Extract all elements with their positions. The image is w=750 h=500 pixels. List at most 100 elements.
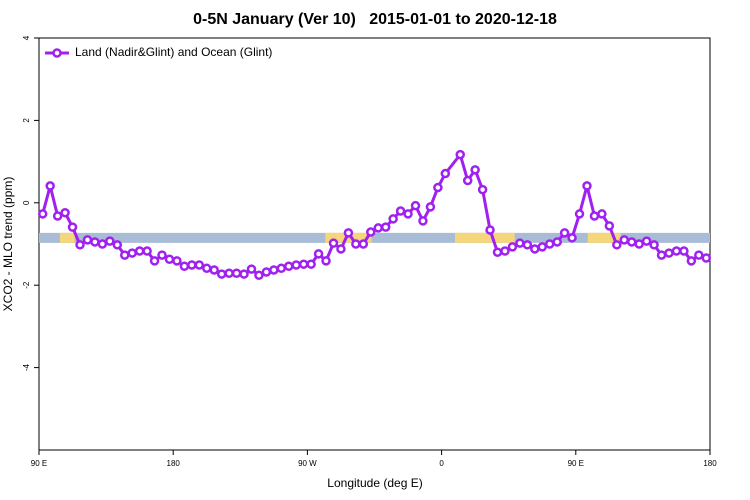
data-point <box>567 233 577 243</box>
plot-frame <box>38 37 711 451</box>
data-point <box>373 223 383 233</box>
data-point <box>119 250 130 260</box>
data-point <box>537 242 547 252</box>
data-point <box>351 239 361 249</box>
data-point <box>187 260 197 270</box>
data-point <box>269 265 279 275</box>
data-point <box>574 209 585 219</box>
data-point <box>134 246 145 256</box>
data-point <box>336 244 346 254</box>
data-point <box>254 270 264 281</box>
data-point <box>425 202 436 212</box>
data-point <box>530 244 540 254</box>
y-tick-label: -2 <box>22 281 31 289</box>
data-point <box>75 240 85 250</box>
data-point <box>142 246 152 256</box>
data-point <box>343 228 354 238</box>
chart-title: 0-5N January (Ver 10) 2015-01-01 to 2020… <box>193 11 557 28</box>
data-point <box>612 240 622 250</box>
data-point <box>455 149 465 160</box>
x-tick-label: 90 E <box>568 459 584 468</box>
data-point <box>641 236 652 246</box>
x-tick-label: 180 <box>167 459 181 468</box>
data-point <box>522 240 533 250</box>
x-tick-label: 90 W <box>298 459 317 468</box>
y-tick-label: 0 <box>22 200 31 205</box>
data-point <box>552 237 562 247</box>
data-point <box>149 256 160 266</box>
data-point <box>82 235 93 245</box>
x-axis-label: Longitude (deg E) <box>327 476 422 490</box>
data-point <box>664 248 674 258</box>
data-point <box>395 206 406 216</box>
data-point <box>470 165 480 175</box>
x-tick-label: 0 <box>439 459 444 468</box>
data-point <box>500 246 510 256</box>
x-tick-label: 180 <box>703 459 717 468</box>
data-point <box>209 265 219 275</box>
surface-band-highlight <box>59 232 75 243</box>
data-point <box>403 209 413 219</box>
data-point <box>157 250 167 260</box>
y-tick-label: 4 <box>22 35 31 40</box>
data-point <box>172 256 182 266</box>
data-point <box>694 250 704 260</box>
data-point <box>589 211 600 221</box>
data-point <box>433 182 443 193</box>
data-point <box>328 238 339 248</box>
data-point <box>619 235 630 245</box>
data-point <box>649 240 659 250</box>
data-point <box>261 267 272 277</box>
data-point <box>313 249 324 259</box>
data-point <box>276 263 287 274</box>
data-point <box>634 239 644 249</box>
legend-marker <box>52 48 62 58</box>
data-point <box>224 268 234 279</box>
data-point <box>388 214 398 224</box>
data-point <box>216 269 227 279</box>
data-point <box>462 175 473 186</box>
data-point <box>90 237 100 247</box>
surface-band-highlight <box>325 232 372 243</box>
data-point <box>418 216 428 226</box>
data-point <box>97 239 108 249</box>
data-point <box>440 168 451 179</box>
data-point <box>626 237 637 247</box>
data-point <box>492 247 503 257</box>
y-tick-label: 2 <box>22 118 31 123</box>
data-point <box>67 222 78 232</box>
data-point <box>306 259 316 269</box>
data-point <box>485 225 495 235</box>
data-point <box>194 260 205 270</box>
data-point <box>202 263 212 274</box>
data-point <box>179 261 190 271</box>
y-axis-label: XCO2 - MLO trend (ppm) <box>1 177 15 312</box>
surface-band-highlight <box>587 232 621 243</box>
data-point <box>231 268 242 279</box>
data-point <box>477 184 488 195</box>
data-point <box>112 240 123 250</box>
data-point <box>410 200 421 211</box>
data-point <box>604 221 615 231</box>
data-point <box>358 239 369 249</box>
series-line <box>41 151 707 278</box>
data-point <box>127 248 137 258</box>
data-point <box>671 246 682 256</box>
data-point <box>164 254 175 264</box>
data-point <box>246 264 257 274</box>
data-point <box>37 209 48 219</box>
data-point <box>239 269 249 279</box>
y-tick-label: -4 <box>22 363 31 371</box>
data-point <box>52 211 63 221</box>
data-point <box>686 256 697 266</box>
data-point <box>679 246 689 256</box>
data-point <box>291 260 301 270</box>
data-point <box>582 181 592 191</box>
data-point <box>284 261 294 271</box>
data-point <box>507 242 518 252</box>
data-point <box>597 209 607 219</box>
data-point <box>380 222 391 232</box>
data-point <box>515 238 525 248</box>
